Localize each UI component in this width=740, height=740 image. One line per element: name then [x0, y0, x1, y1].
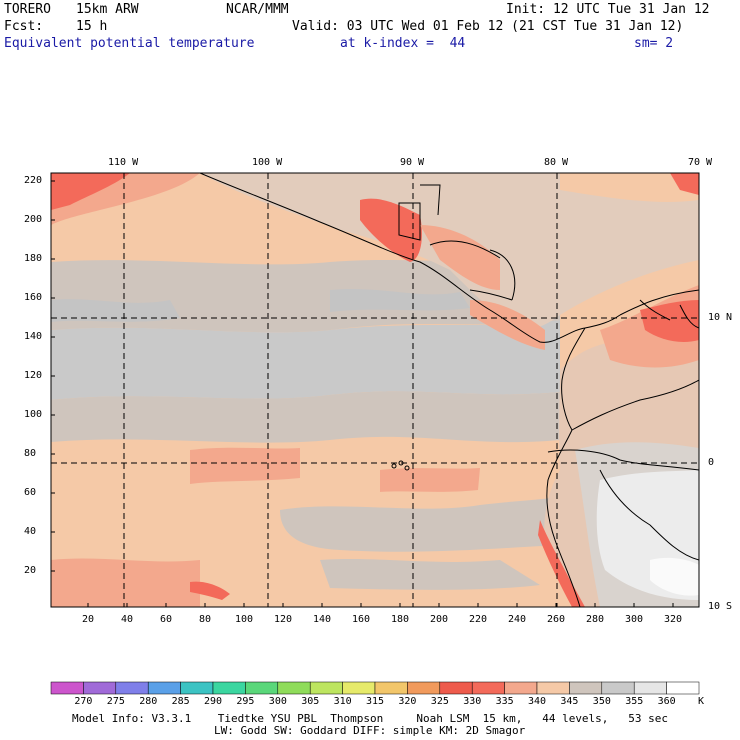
colorbar-label: 350 — [592, 696, 611, 707]
colorbar-swatch — [569, 681, 603, 695]
colorbar-swatch — [536, 681, 570, 695]
colorbar-label: 295 — [236, 696, 255, 707]
forecast-label: Fcst: — [4, 19, 44, 34]
colorbar-label: 290 — [204, 696, 223, 707]
y-tick-label: 100 — [24, 409, 43, 420]
colorbar-swatch — [601, 681, 635, 695]
x-tick-label: 140 — [313, 614, 332, 625]
colorbar-swatch — [245, 681, 279, 695]
x-tick-label: 320 — [664, 614, 683, 625]
map-gridlines — [51, 173, 699, 607]
x-tick-label: 180 — [391, 614, 410, 625]
x-tick-label: 20 — [82, 614, 95, 625]
x-tick-label: 300 — [625, 614, 644, 625]
colorbar-label: 320 — [398, 696, 417, 707]
y-tick-label: 60 — [24, 487, 37, 498]
colorbar-label: 270 — [74, 696, 93, 707]
lat-label-10n: 10 N — [708, 312, 733, 323]
colorbar-swatch — [147, 681, 181, 695]
y-tick-label: 200 — [24, 214, 43, 225]
colorbar-swatch — [83, 681, 117, 695]
colorbar-swatch — [666, 681, 700, 695]
colorbar-label: 300 — [268, 696, 287, 707]
init-time: Init: 12 UTC Tue 31 Jan 12 — [506, 2, 710, 17]
colorbar-label: 310 — [333, 696, 352, 707]
colorbar-label: 340 — [528, 696, 547, 707]
colorbar-swatch — [407, 681, 441, 695]
x-tick-label: 240 — [508, 614, 527, 625]
colorbar-label: 335 — [495, 696, 514, 707]
lat-label-10s: 10 S — [708, 601, 733, 612]
x-tick-label: 220 — [469, 614, 488, 625]
colorbar-swatch — [277, 681, 311, 695]
model-name: TORERO — [4, 2, 51, 17]
model-center: NCAR/MMM — [226, 2, 289, 17]
colorbar-swatch — [439, 681, 473, 695]
map-frame — [50, 172, 700, 608]
colorbar-label: 275 — [106, 696, 125, 707]
model-resolution: 15km ARW — [76, 2, 139, 17]
y-tick-label: 180 — [24, 253, 43, 264]
x-tick-label: 40 — [121, 614, 134, 625]
colorbar-swatch — [633, 681, 667, 695]
smoothing-info: sm= 2 — [634, 36, 674, 51]
colorbar-label: 325 — [430, 696, 449, 707]
colorbar-label: 285 — [171, 696, 190, 707]
x-tick-label: 60 — [160, 614, 173, 625]
x-tick-label: 260 — [547, 614, 566, 625]
forecast-hour: 15 h — [76, 19, 108, 34]
lon-label-80w: 80 W — [544, 157, 569, 168]
field-name: Equivalent potential temperature — [4, 36, 255, 51]
colorbar-label: 305 — [301, 696, 320, 707]
colorbar-swatch — [504, 681, 538, 695]
x-tick-label: 280 — [586, 614, 605, 625]
map-ticks — [51, 180, 674, 607]
colorbar-label: 345 — [560, 696, 579, 707]
lon-label-110w: 110 W — [108, 157, 139, 168]
model-info-line2: LW: Godd SW: Goddard DIFF: simple KM: 2D… — [214, 724, 526, 737]
y-tick-label: 40 — [24, 526, 37, 537]
x-tick-label: 80 — [199, 614, 212, 625]
level-info: at k-index = 44 — [340, 36, 466, 51]
colorbar-swatch — [50, 681, 84, 695]
x-tick-label: 160 — [352, 614, 371, 625]
colorbar-swatch — [309, 681, 343, 695]
colorbar-label: 360 — [657, 696, 676, 707]
y-tick-label: 20 — [24, 565, 37, 576]
y-tick-label: 120 — [24, 370, 43, 381]
colorbar — [50, 681, 700, 695]
x-tick-label: 200 — [430, 614, 449, 625]
x-tick-label: 100 — [235, 614, 254, 625]
lon-label-100w: 100 W — [252, 157, 283, 168]
colorbar-label: 280 — [139, 696, 158, 707]
y-tick-label: 220 — [24, 175, 43, 186]
model-info-line1: Model Info: V3.3.1 Tiedtke YSU PBL Thomp… — [72, 712, 669, 725]
valid-time: Valid: 03 UTC Wed 01 Feb 12 (21 CST Tue … — [292, 19, 684, 34]
colorbar-label: 330 — [463, 696, 482, 707]
colorbar-swatch — [115, 681, 149, 695]
colorbar-swatch — [180, 681, 214, 695]
colorbar-label: 315 — [366, 696, 385, 707]
colorbar-label: 355 — [625, 696, 644, 707]
colorbar-unit: K — [698, 696, 705, 707]
y-tick-label: 140 — [24, 331, 43, 342]
lat-label-0: 0 — [708, 457, 715, 468]
lon-label-90w: 90 W — [400, 157, 425, 168]
colorbar-swatch — [374, 681, 408, 695]
x-tick-label: 120 — [274, 614, 293, 625]
y-tick-label: 160 — [24, 292, 43, 303]
y-tick-label: 80 — [24, 448, 37, 459]
colorbar-swatch — [212, 681, 246, 695]
colorbar-swatch — [342, 681, 376, 695]
colorbar-swatch — [471, 681, 505, 695]
map-field — [51, 173, 699, 607]
lon-label-70w: 70 W — [688, 157, 713, 168]
